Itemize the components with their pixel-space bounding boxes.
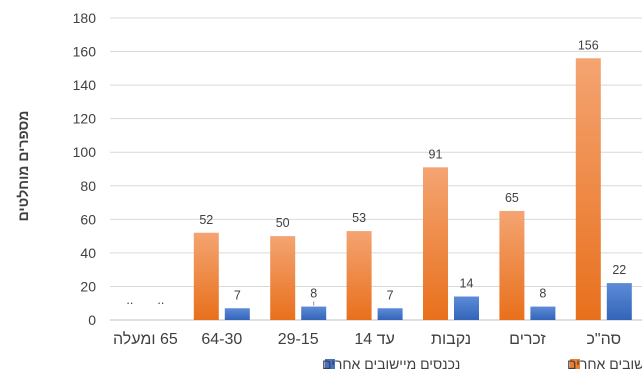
bar-outgoing bbox=[270, 236, 296, 320]
y-tick-label: 20 bbox=[80, 278, 96, 294]
data-label-outgoing: 50 bbox=[276, 216, 290, 230]
y-tick-label: 160 bbox=[73, 44, 97, 60]
x-category-label: 64-30 bbox=[201, 331, 242, 348]
y-axis-ticks: 0 20 40 60 80 100 120 140 160 180 bbox=[73, 10, 97, 328]
y-tick-label: 100 bbox=[73, 144, 97, 160]
x-category-label: עד 14 bbox=[354, 331, 394, 348]
bar-incoming bbox=[301, 306, 327, 320]
y-tick-label: 180 bbox=[73, 10, 97, 26]
x-axis-categories: סה"כ זכרים נקבות עד 14 29-15 64-30 65 ומעלה bbox=[113, 330, 621, 348]
bar-incoming bbox=[224, 308, 250, 320]
data-label-incoming: 8 bbox=[310, 287, 317, 301]
legend-marker bbox=[325, 359, 335, 369]
legend: יוצאים ליישובים אחרים נכנסים מיישובים אחר… bbox=[322, 356, 642, 372]
bar-incoming bbox=[606, 283, 632, 320]
data-label-incoming: 7 bbox=[234, 288, 241, 302]
bar-incoming bbox=[530, 306, 556, 320]
data-label-incoming: 14 bbox=[460, 277, 474, 291]
data-label-incoming: 22 bbox=[612, 263, 626, 277]
data-label-outgoing: 156 bbox=[578, 38, 599, 52]
bar-incoming bbox=[377, 308, 403, 320]
data-label-outgoing: .. bbox=[126, 293, 133, 307]
data-label-incoming: .. bbox=[157, 293, 164, 307]
y-tick-label: 60 bbox=[80, 211, 96, 227]
bar-outgoing bbox=[423, 167, 448, 320]
bar-outgoing bbox=[346, 231, 372, 320]
data-labels: 156 22 65 8 91 14 53 7 50 8 52 7.... bbox=[126, 38, 626, 307]
data-label-incoming: 8 bbox=[539, 287, 546, 301]
y-tick-label: 40 bbox=[80, 245, 96, 261]
y-tick-label: 0 bbox=[88, 312, 96, 328]
x-category-label: זכרים bbox=[509, 331, 545, 348]
bars bbox=[193, 58, 632, 321]
legend-label: יוצאים ליישובים אחרים bbox=[567, 356, 642, 372]
gridlines bbox=[110, 17, 642, 321]
x-category-label: נקבות bbox=[431, 331, 471, 348]
x-category-label: 65 ומעלה bbox=[113, 330, 178, 348]
data-label-outgoing: 52 bbox=[199, 213, 213, 227]
data-label-incoming: 7 bbox=[387, 288, 394, 302]
data-label-outgoing: 65 bbox=[505, 191, 519, 205]
bar-outgoing bbox=[575, 58, 601, 321]
bar-outgoing bbox=[193, 232, 219, 320]
legend-marker bbox=[570, 359, 580, 369]
y-axis-title: מספרים מוחלטים bbox=[15, 111, 31, 222]
legend-label: נכנסים מיישובים אחרים bbox=[322, 356, 460, 372]
y-tick-label: 80 bbox=[80, 178, 96, 194]
data-label-outgoing: 91 bbox=[429, 147, 443, 161]
bar-incoming bbox=[454, 296, 479, 320]
data-label-outgoing: 53 bbox=[352, 211, 366, 225]
x-category-label: סה"כ bbox=[587, 331, 622, 348]
bar-outgoing bbox=[499, 210, 525, 320]
x-category-label: 29-15 bbox=[278, 331, 319, 348]
y-tick-label: 120 bbox=[73, 111, 97, 127]
y-tick-label: 140 bbox=[73, 77, 97, 93]
